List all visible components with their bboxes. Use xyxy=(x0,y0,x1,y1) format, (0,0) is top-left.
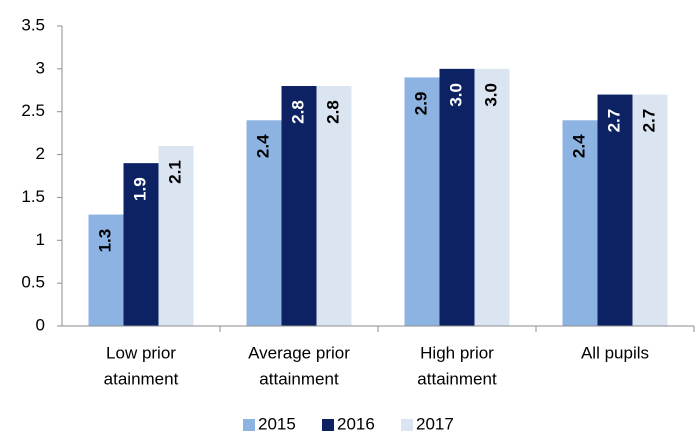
x-tick-label: attainment xyxy=(259,369,339,388)
value-label: 2.7 xyxy=(639,109,658,133)
bar xyxy=(158,146,194,326)
value-label: 2.1 xyxy=(165,160,184,184)
legend-swatch xyxy=(401,419,413,431)
x-tick-label: attainment xyxy=(417,369,497,388)
bar xyxy=(597,94,633,326)
x-tick-label: High prior xyxy=(420,343,494,362)
y-tick-label: 1.5 xyxy=(21,187,45,206)
value-label: 2.7 xyxy=(604,109,623,133)
bar xyxy=(316,86,352,326)
x-tick-label: All pupils xyxy=(581,343,649,362)
y-tick-label: 3.5 xyxy=(21,15,45,34)
bar xyxy=(123,163,159,326)
y-tick-label: 0 xyxy=(36,315,45,334)
bar xyxy=(474,68,510,326)
y-tick-label: 1 xyxy=(36,230,45,249)
value-label: 2.4 xyxy=(253,134,272,158)
x-tick-label: Average prior xyxy=(248,343,350,362)
bar xyxy=(439,68,475,326)
y-tick-label: 3 xyxy=(36,58,45,77)
value-label: 2.4 xyxy=(569,134,588,158)
legend-label: 2015 xyxy=(258,414,296,433)
value-label: 2.8 xyxy=(323,100,342,124)
legend-swatch xyxy=(243,419,255,431)
value-label: 3.0 xyxy=(446,83,465,107)
legend-label: 2016 xyxy=(337,414,375,433)
y-tick-label: 2.5 xyxy=(21,101,45,120)
bar xyxy=(404,77,440,326)
value-label: 1.9 xyxy=(130,177,149,201)
y-tick-label: 0.5 xyxy=(21,273,45,292)
bar xyxy=(562,120,598,327)
bar xyxy=(281,86,317,326)
x-tick-label: Low prior xyxy=(106,343,176,362)
legend-label: 2017 xyxy=(416,414,454,433)
bar xyxy=(88,214,124,326)
bar xyxy=(246,120,282,327)
value-label: 2.9 xyxy=(411,92,430,116)
value-label: 3.0 xyxy=(481,83,500,107)
legend-swatch xyxy=(322,419,334,431)
y-tick-label: 2 xyxy=(36,144,45,163)
bar xyxy=(632,94,668,326)
value-label: 1.3 xyxy=(95,229,114,253)
value-label: 2.8 xyxy=(288,100,307,124)
x-tick-label: atainment xyxy=(104,369,179,388)
